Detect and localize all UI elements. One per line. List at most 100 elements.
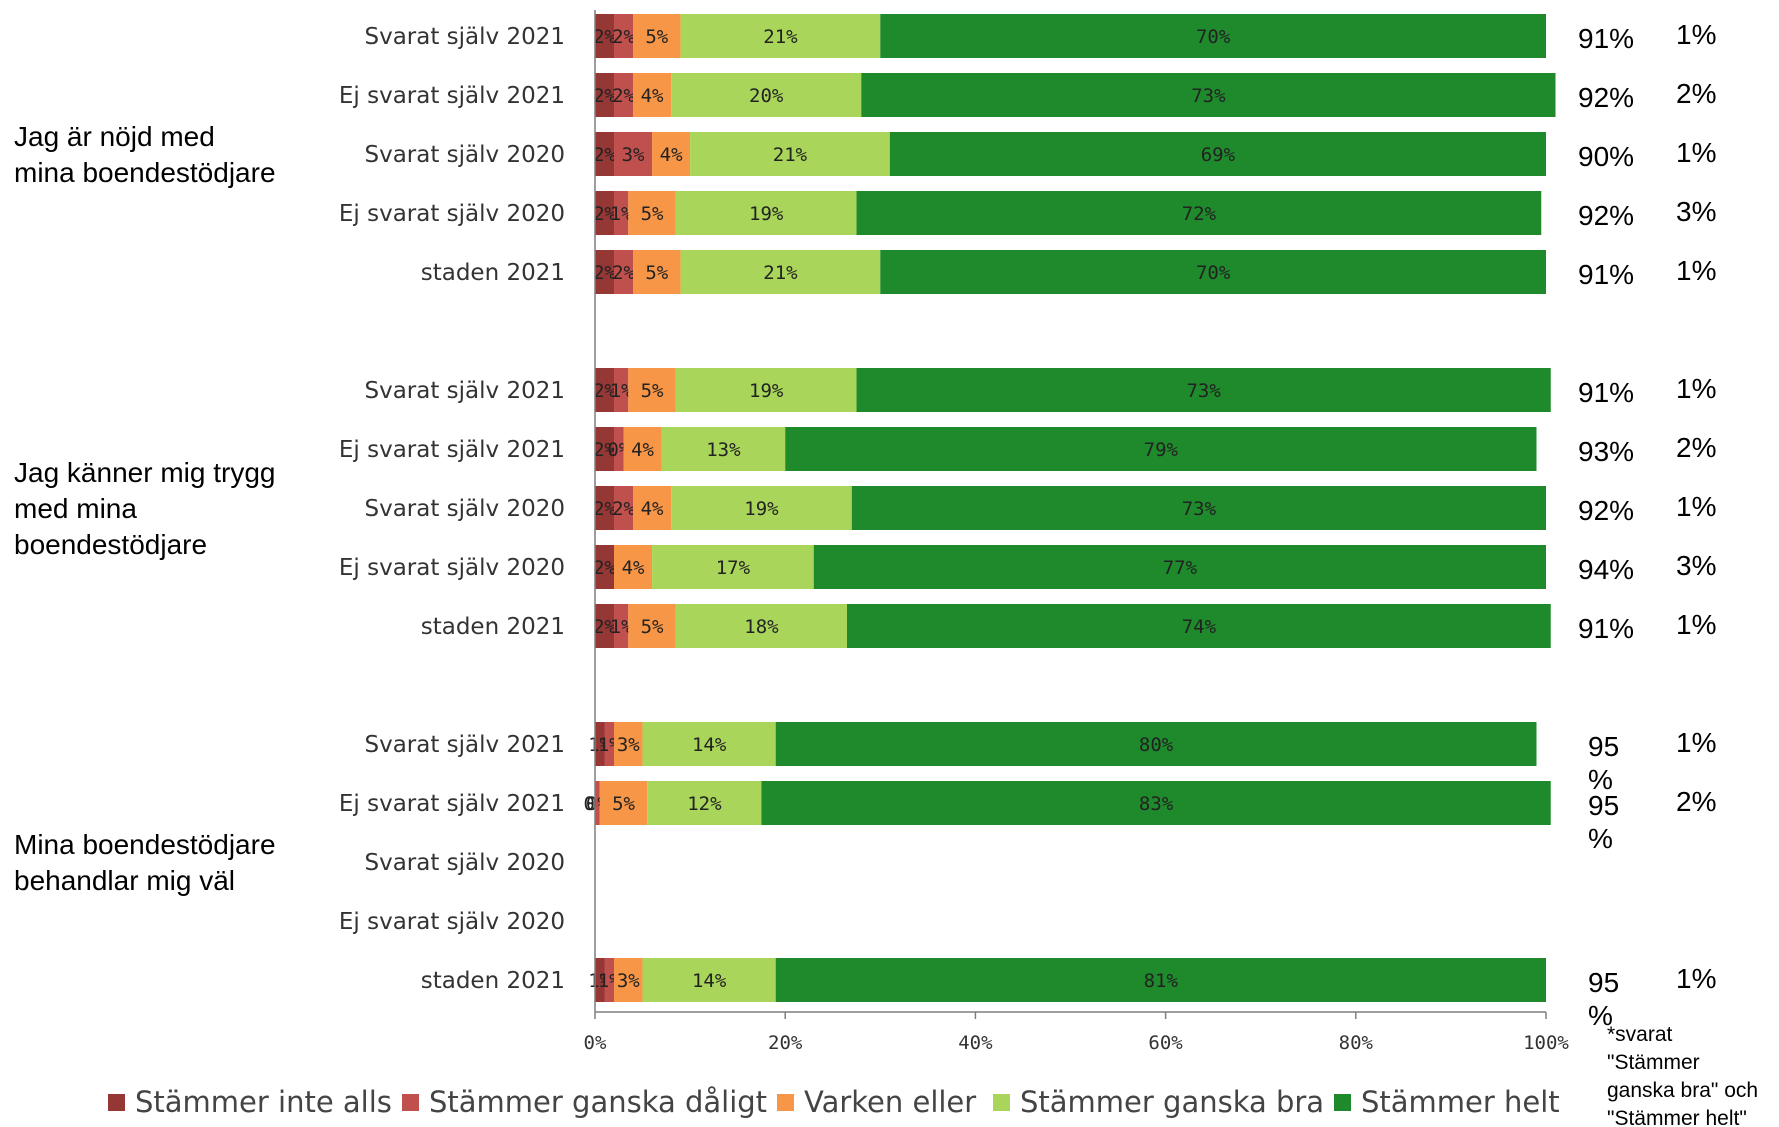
negative-value: 1% [1676, 19, 1716, 50]
negative-value: 1% [1676, 137, 1716, 168]
data-label: 5% [641, 616, 664, 638]
data-label: 4% [641, 85, 664, 107]
bar-segment [671, 73, 862, 117]
data-label: 2% [612, 262, 635, 284]
negative-value: 3% [1676, 550, 1716, 581]
data-label: 3% [622, 144, 645, 166]
data-label: 21% [763, 26, 798, 48]
bar-segment [633, 250, 681, 294]
data-label: 5% [612, 793, 635, 815]
data-label: 2% [593, 557, 616, 579]
legend-label: Varken eller [804, 1085, 976, 1119]
negative-value: 1% [1676, 727, 1716, 758]
bar-segment [595, 545, 615, 589]
data-label: 74% [1182, 616, 1217, 638]
bar-segment [595, 427, 615, 471]
bar-segment [647, 781, 762, 825]
bar-segment [614, 545, 653, 589]
legend-swatch [1334, 1094, 1351, 1111]
bar-segment [595, 368, 615, 412]
bar-segment [623, 427, 662, 471]
row-label: Svarat själv 2021 [365, 378, 566, 404]
bar-segment [614, 14, 634, 58]
data-label: 2% [612, 85, 635, 107]
bar-segment [614, 368, 629, 412]
data-label: 2% [593, 439, 616, 461]
x-tick-label: 0% [584, 1032, 607, 1054]
row-label: Svarat själv 2020 [365, 850, 566, 876]
bar-segment [642, 958, 776, 1002]
bar-segment [671, 486, 852, 530]
negative-value: 1% [1676, 373, 1716, 404]
data-label: 2% [612, 498, 635, 520]
bar-segment [690, 132, 890, 176]
data-label: 17% [716, 557, 751, 579]
legend-label: Stämmer inte alls [135, 1085, 392, 1119]
total-positive-value: 95% [1588, 967, 1619, 1031]
data-label: 4% [660, 144, 683, 166]
total-positive-value: 91% [1578, 23, 1634, 54]
bar-segment [775, 722, 1537, 766]
data-label: 2% [593, 262, 616, 284]
bar-segment [614, 132, 653, 176]
total-positive-value: 92% [1578, 495, 1634, 526]
bar-segment [785, 427, 1537, 471]
bar-segment [595, 191, 615, 235]
data-label: 21% [763, 262, 798, 284]
bar-segment [595, 73, 615, 117]
data-label: 13% [706, 439, 741, 461]
data-label: 81% [1144, 970, 1179, 992]
bar-segment [861, 73, 1556, 117]
data-label: 12% [687, 793, 722, 815]
row-label: staden 2021 [421, 614, 565, 640]
total-positive-value: 92% [1578, 200, 1634, 231]
bar-segment [595, 486, 615, 530]
data-label: 18% [744, 616, 779, 638]
data-label: 77% [1163, 557, 1198, 579]
legend-swatch [402, 1094, 419, 1111]
bar-segment [614, 604, 629, 648]
data-label: 2% [593, 26, 616, 48]
bar-segment [604, 958, 615, 1002]
data-label: 70% [1196, 262, 1231, 284]
x-tick-label: 20% [768, 1032, 803, 1054]
row-label: Ej svarat själv 2020 [339, 909, 565, 935]
data-label: 69% [1201, 144, 1236, 166]
bar-segment [604, 722, 615, 766]
data-label: 5% [645, 262, 668, 284]
negative-value: 1% [1676, 491, 1716, 522]
x-tick-label: 80% [1339, 1032, 1374, 1054]
negative-value: 1% [1676, 963, 1716, 994]
row-label: Svarat själv 2020 [365, 496, 566, 522]
data-label: 2% [593, 85, 616, 107]
bar-segment [633, 73, 672, 117]
bar-segment [775, 958, 1546, 1002]
negative-value: 2% [1676, 432, 1716, 463]
data-label: 4% [622, 557, 645, 579]
total-positive-value: 91% [1578, 613, 1634, 644]
total-positive-value: 95% [1588, 731, 1619, 795]
legend: Stämmer inte alls Stämmer ganska dåligt Va… [108, 1085, 1560, 1119]
negative-value: 1% [1676, 255, 1716, 286]
data-label: 14% [692, 970, 727, 992]
bar-segment [595, 781, 600, 825]
bar-segment [595, 604, 615, 648]
bar-segment [595, 722, 605, 766]
bar-segment [628, 368, 676, 412]
x-tick-label: 100% [1523, 1032, 1569, 1054]
bar-segment [813, 545, 1546, 589]
data-label: 80% [1139, 734, 1174, 756]
data-label: 70% [1196, 26, 1231, 48]
data-label: 19% [749, 203, 784, 225]
row-label: staden 2021 [421, 260, 565, 286]
bar-segment [889, 132, 1546, 176]
x-tick-label: 40% [958, 1032, 993, 1054]
data-label: 4% [631, 439, 654, 461]
total-positive-value: 90% [1578, 141, 1634, 172]
x-tick-label: 60% [1148, 1032, 1183, 1054]
data-label: 2% [612, 26, 635, 48]
group-label: Mina boendestödjare behandlar mig väl [14, 829, 276, 896]
footnote-text: *svarat "Stämmer ganska bra" och "Stämmer h… [1607, 1023, 1758, 1127]
bar-segment [652, 545, 814, 589]
